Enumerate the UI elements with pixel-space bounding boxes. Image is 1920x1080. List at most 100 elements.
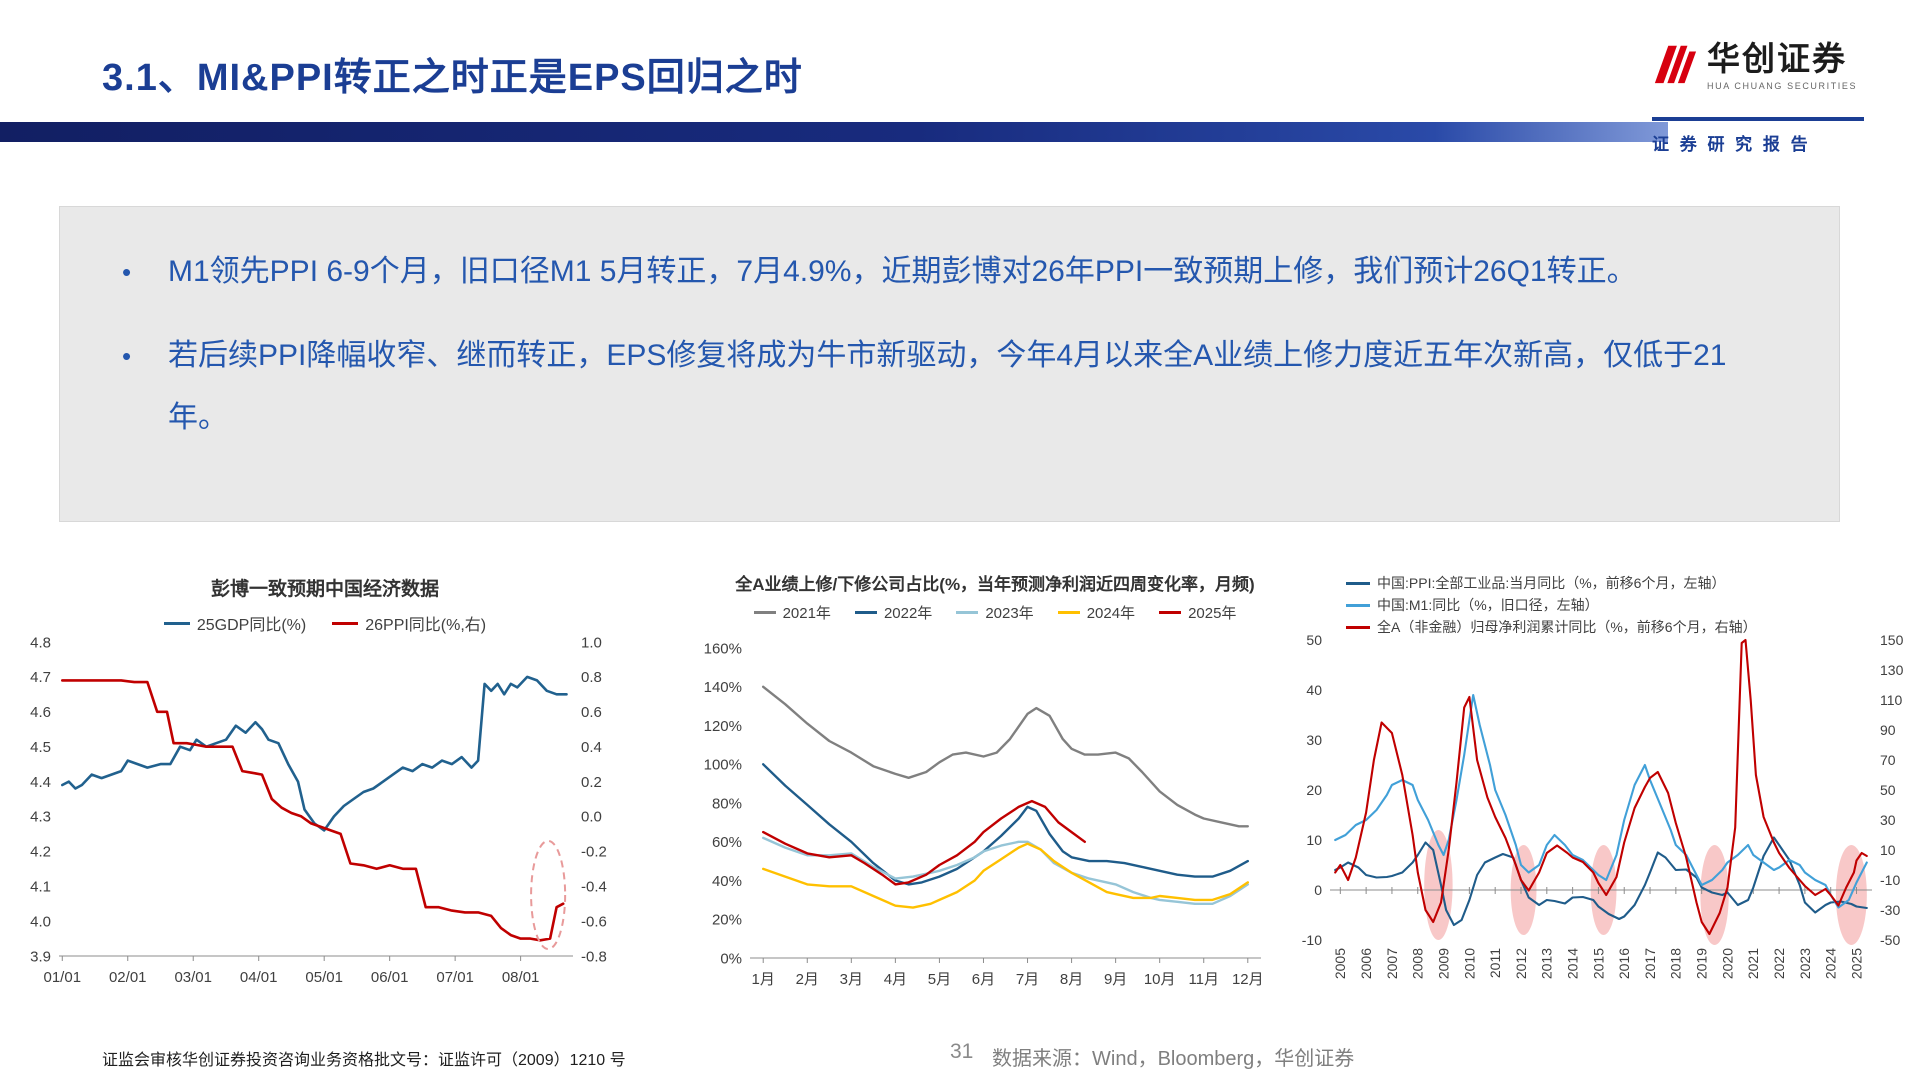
svg-text:80%: 80% xyxy=(712,795,742,812)
svg-text:90: 90 xyxy=(1880,722,1896,738)
brand-tagline: 证 券 研 究 报 告 xyxy=(1652,134,1811,154)
svg-text:120%: 120% xyxy=(704,718,742,735)
svg-text:3月: 3月 xyxy=(840,971,863,988)
svg-text:10月: 10月 xyxy=(1144,971,1176,988)
legend-item: 2025年 xyxy=(1159,602,1236,623)
legend-item: 2023年 xyxy=(956,602,1034,623)
legend-label: 中国:M1:同比（%，旧口径，左轴） xyxy=(1377,597,1599,613)
svg-text:0.6: 0.6 xyxy=(581,704,602,721)
svg-text:0%: 0% xyxy=(720,950,742,967)
svg-text:4.6: 4.6 xyxy=(30,704,51,721)
legend-label: 2021年 xyxy=(782,605,831,622)
svg-text:2014: 2014 xyxy=(1565,948,1581,979)
legend-item: 2021年 xyxy=(753,602,831,623)
svg-text:2015: 2015 xyxy=(1590,948,1606,979)
footer-source: 数据来源：Wind，Bloomberg，华创证券 xyxy=(992,1048,1355,1070)
brand-block: 华创证券 HUA CHUANG SECURITIES 证 券 研 究 报 告 xyxy=(1652,41,1864,155)
svg-text:4.7: 4.7 xyxy=(30,669,51,686)
legend-item: 26PPI同比(%,右) xyxy=(332,611,486,635)
svg-text:2011: 2011 xyxy=(1487,948,1503,978)
svg-text:9月: 9月 xyxy=(1104,971,1127,988)
svg-text:08/01: 08/01 xyxy=(502,969,540,986)
svg-text:06/01: 06/01 xyxy=(371,969,409,986)
line-sample xyxy=(1346,603,1370,607)
legend-item: 2022年 xyxy=(854,602,933,623)
svg-text:4.0: 4.0 xyxy=(30,913,51,930)
brand-name-en: HUA CHUANG SECURITIES xyxy=(1707,80,1858,91)
bullet-marker: • xyxy=(122,341,132,371)
line-sample xyxy=(854,611,877,614)
bullet-item: • 若后续PPI降幅收窄、继而转正，EPS修复将成为牛市新驱动，今年4月以来全A… xyxy=(122,325,1751,449)
svg-text:-10: -10 xyxy=(1880,872,1900,888)
chart-canvas: -10 0 10 20 30 40 50 -50 -30 -10 10 30 50 70 90 110 130 1… xyxy=(1302,634,1904,979)
legend-item: 中国:PPI:全部工业品:当月同比（%，前移6个月，左轴） xyxy=(1346,574,1912,592)
svg-text:10: 10 xyxy=(1880,842,1896,858)
bullet-text: M1领先PPI 6-9个月，旧口径M1 5月转正，7月4.9%，近期彭博对26年… xyxy=(168,255,1637,288)
footer-license: 证监会审核华创证券投资咨询业务资格批文号：证监许可（2009）1210 号 xyxy=(102,1052,626,1069)
page-number: 31 xyxy=(950,1040,974,1063)
svg-text:07/01: 07/01 xyxy=(436,969,474,986)
legend-label: 2024年 xyxy=(1086,605,1136,622)
svg-text:30: 30 xyxy=(1880,812,1896,828)
brand-names: 华创证券 HUA CHUANG SECURITIES xyxy=(1707,41,1858,91)
chart-legend: 2021年 2022年 2023年 2024年 2025年 xyxy=(700,602,1290,623)
svg-text:4.1: 4.1 xyxy=(30,878,51,895)
chart-title: 彭博一致预期中国经济数据 xyxy=(210,579,439,600)
svg-text:10: 10 xyxy=(1306,832,1322,848)
svg-text:-30: -30 xyxy=(1880,902,1900,918)
huachuang-logo-icon xyxy=(1654,45,1697,84)
svg-text:2005: 2005 xyxy=(1332,948,1348,979)
svg-text:05/01: 05/01 xyxy=(305,969,343,986)
legend-item: 25GDP同比(%) xyxy=(163,611,307,635)
svg-text:7月: 7月 xyxy=(1016,971,1039,988)
svg-text:2007: 2007 xyxy=(1384,948,1400,979)
svg-text:1.0: 1.0 xyxy=(581,634,602,651)
line-sample xyxy=(1159,611,1182,614)
legend-label: 2022年 xyxy=(883,605,933,622)
chart-canvas: 0% 20% 40% 60% 80% 100% 120% 140% 160% 1月 2月 3月 4月 5月… xyxy=(704,640,1264,988)
svg-text:100%: 100% xyxy=(704,757,742,774)
title-divider-bar xyxy=(0,122,1668,142)
svg-text:4.4: 4.4 xyxy=(30,774,51,791)
svg-text:0: 0 xyxy=(1314,882,1322,898)
svg-text:2008: 2008 xyxy=(1410,948,1426,979)
svg-text:110: 110 xyxy=(1880,692,1903,708)
svg-text:4.2: 4.2 xyxy=(30,844,51,861)
svg-text:150: 150 xyxy=(1880,634,1904,648)
svg-text:2月: 2月 xyxy=(796,971,819,988)
svg-text:20%: 20% xyxy=(712,912,742,929)
svg-text:1月: 1月 xyxy=(752,971,775,988)
brand-logo-row: 华创证券 HUA CHUANG SECURITIES xyxy=(1652,41,1864,91)
bullet-text: 若后续PPI降幅收窄、继而转正，EPS修复将成为牛市新驱动，今年4月以来全A业绩… xyxy=(168,339,1727,434)
svg-text:60%: 60% xyxy=(712,834,742,851)
legend-label: 25GDP同比(%) xyxy=(196,617,307,634)
svg-text:3.9: 3.9 xyxy=(30,948,51,965)
svg-text:160%: 160% xyxy=(704,640,742,657)
svg-text:130: 130 xyxy=(1880,662,1904,678)
svg-text:02/01: 02/01 xyxy=(109,969,147,986)
svg-text:2018: 2018 xyxy=(1668,948,1684,979)
svg-text:20: 20 xyxy=(1306,782,1322,798)
svg-text:12月: 12月 xyxy=(1232,971,1264,988)
svg-text:5月: 5月 xyxy=(928,971,951,988)
svg-text:2012: 2012 xyxy=(1513,948,1529,979)
svg-text:-0.6: -0.6 xyxy=(581,913,607,930)
svg-text:2025: 2025 xyxy=(1848,948,1864,979)
bullet-marker: • xyxy=(122,257,132,287)
chart-canvas: 3.9 4.0 4.1 4.2 4.3 4.4 4.5 4.6 4.7 4.8 -0.8 -0.6 -0… xyxy=(30,634,607,986)
svg-text:50: 50 xyxy=(1306,634,1322,648)
legend-item: 中国:M1:同比（%，旧口径，左轴） xyxy=(1346,596,1912,614)
svg-text:-0.2: -0.2 xyxy=(581,844,607,861)
chart-legend: 中国:PPI:全部工业品:当月同比（%，前移6个月，左轴） 中国:M1:同比（%… xyxy=(1346,574,1912,636)
brand-divider-line xyxy=(1652,116,1864,121)
chart-legend: 25GDP同比(%) 26PPI同比(%,右) xyxy=(25,611,625,635)
svg-text:40: 40 xyxy=(1306,682,1322,698)
svg-text:8月: 8月 xyxy=(1060,971,1083,988)
svg-text:30: 30 xyxy=(1306,732,1322,748)
chart-ppi-m1-eps: 中国:PPI:全部工业品:当月同比（%，前移6个月，左轴） 中国:M1:同比（%… xyxy=(1300,568,1912,1008)
svg-text:4.8: 4.8 xyxy=(30,634,51,651)
svg-text:4.5: 4.5 xyxy=(30,739,51,756)
legend-label: 中国:PPI:全部工业品:当月同比（%，前移6个月，左轴） xyxy=(1377,575,1726,591)
legend-label: 全A（非金融）归母净利润累计同比（%，前移6个月，右轴） xyxy=(1377,619,1757,635)
line-sample xyxy=(1346,625,1370,629)
